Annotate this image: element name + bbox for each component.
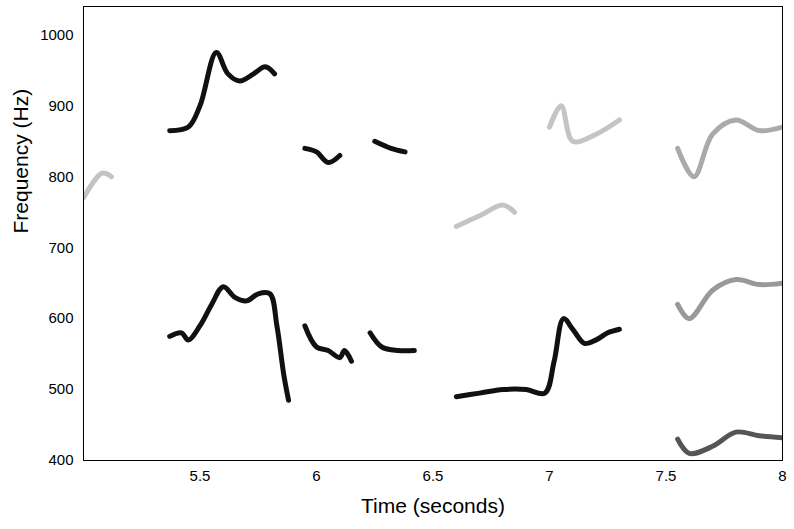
svg-text:Time (seconds): Time (seconds) <box>361 494 505 517</box>
svg-text:5.5: 5.5 <box>190 467 211 484</box>
svg-text:500: 500 <box>48 380 73 397</box>
svg-text:7.5: 7.5 <box>656 467 677 484</box>
svg-text:1000: 1000 <box>40 26 73 43</box>
svg-text:Frequency (Hz): Frequency (Hz) <box>9 89 32 234</box>
svg-text:6.5: 6.5 <box>423 467 444 484</box>
svg-text:7: 7 <box>545 467 553 484</box>
svg-text:800: 800 <box>48 168 73 185</box>
svg-text:600: 600 <box>48 309 73 326</box>
svg-text:700: 700 <box>48 238 73 255</box>
svg-text:900: 900 <box>48 97 73 114</box>
svg-text:8: 8 <box>778 467 786 484</box>
svg-text:400: 400 <box>48 451 73 468</box>
svg-text:6: 6 <box>312 467 320 484</box>
